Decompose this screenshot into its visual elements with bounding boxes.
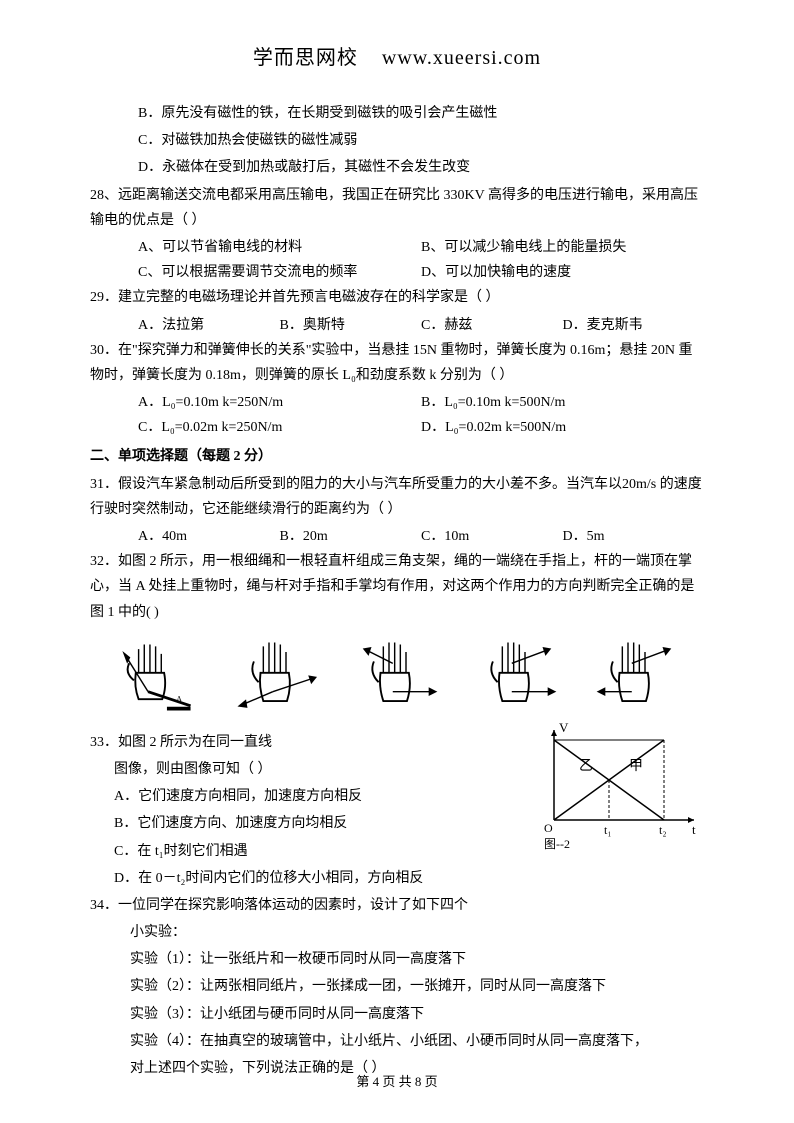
q34-exp4: 实验（4）：在抽真空的玻璃管中，让小纸片、小纸团、小硬币同时从同一高度落下， <box>90 1029 704 1054</box>
q33-option-b: B．它们速度方向、加速度方向均相反 <box>90 811 504 836</box>
q34-exp3: 实验（3）：让小纸团与硬币同时从同一高度落下 <box>90 1002 704 1027</box>
hand-diagrams: A <box>90 635 704 720</box>
svg-text:t₂: t₂ <box>659 823 667 837</box>
q27-option-b: B．原先没有磁性的铁，在长期受到磁铁的吸引会产生磁性 <box>90 101 704 126</box>
q34-stem: 34．一位同学在探究影响落体运动的因素时，设计了如下四个 <box>90 893 704 918</box>
page-header: 学而思网校 www.xueersi.com <box>90 40 704 76</box>
hand-diagram-5-icon <box>589 635 684 720</box>
q28-option-c: C、可以根据需要调节交流电的频率 <box>138 260 421 285</box>
school-name: 学而思网校 <box>253 47 358 69</box>
q28-option-d: D、可以加快输电的速度 <box>421 260 704 285</box>
q30-option-d: D．L₀=0.02m k=500N/m <box>421 415 704 440</box>
svg-text:乙: 乙 <box>579 758 593 774</box>
q30-options-row1: A．L₀=0.10m k=250N/m B．L₀=0.10m k=500N/m <box>90 390 704 415</box>
svg-text:A: A <box>176 694 182 703</box>
q33-option-c: C．在 t₁时刻它们相遇 <box>90 839 504 864</box>
q30-option-a: A．L₀=0.10m k=250N/m <box>138 390 421 415</box>
q27-option-c: C．对磁铁加热会使磁铁的磁性减弱 <box>90 128 704 153</box>
svg-text:t₁: t₁ <box>604 823 612 837</box>
q28-option-a: A、可以节省输电线的材料 <box>138 235 421 260</box>
svg-text:图--2: 图--2 <box>544 837 570 850</box>
hand-diagram-1-icon: A <box>110 635 205 720</box>
svg-text:t: t <box>692 822 696 837</box>
velocity-time-graph-icon: V t O t₁ t₂ 乙 甲 图--2 <box>524 720 704 850</box>
q34-part1: 小实验： <box>90 920 704 945</box>
q32-stem: 32．如图 2 所示，用一根细绳和一根轻直杆组成三角支架，绳的一端绕在手指上，杆… <box>90 549 704 625</box>
q29-options: A．法拉第 B．奥斯特 C．赫兹 D．麦克斯韦 <box>90 313 704 338</box>
hand-diagram-3-icon <box>350 635 445 720</box>
q30-options-row2: C．L₀=0.02m k=250N/m D．L₀=0.02m k=500N/m <box>90 415 704 440</box>
svg-text:V: V <box>559 720 569 735</box>
q29-option-a: A．法拉第 <box>138 313 280 338</box>
page-footer: 第 4 页 共 8 页 <box>0 1070 794 1093</box>
q29-stem: 29．建立完整的电磁场理论并首先预言电磁波存在的科学家是（ ） <box>90 285 704 310</box>
q31-options: A．40m B．20m C．10m D．5m <box>90 524 704 549</box>
q31-option-a: A．40m <box>138 524 280 549</box>
q29-option-b: B．奥斯特 <box>280 313 422 338</box>
svg-text:甲: 甲 <box>629 759 643 774</box>
q33-stem-1: 33．如图 2 所示为在同一直线 <box>90 730 504 755</box>
q31-option-c: C．10m <box>421 524 563 549</box>
q34-exp2: 实验（2）：让两张相同纸片，一张揉成一团，一张摊开，同时从同一高度落下 <box>90 974 704 999</box>
q33-stem-2: 图像，则由图像可知（ ） <box>90 757 504 782</box>
q28-option-b: B、可以减少输电线上的能量损失 <box>421 235 704 260</box>
school-url: www.xueersi.com <box>382 47 541 69</box>
q30-option-b: B．L₀=0.10m k=500N/m <box>421 390 704 415</box>
q27-option-d: D．永磁体在受到加热或敲打后，其磁性不会发生改变 <box>90 155 704 180</box>
page-number: 第 4 页 共 8 页 <box>356 1074 437 1089</box>
svg-text:O: O <box>544 821 553 835</box>
q29-option-d: D．麦克斯韦 <box>563 313 705 338</box>
q31-option-d: D．5m <box>563 524 705 549</box>
q33-option-d: D．在 0－t₂时间内它们的位移大小相同，方向相反 <box>90 866 504 891</box>
q28-stem: 28、远距离输送交流电都采用高压输电，我国正在研究比 330KV 高得多的电压进… <box>90 183 704 233</box>
q30-option-c: C．L₀=0.02m k=250N/m <box>138 415 421 440</box>
q31-stem: 31．假设汽车紧急制动后所受到的阻力的大小与汽车所受重力的大小差不多。当汽车以2… <box>90 472 704 522</box>
q33-option-a: A．它们速度方向相同，加速度方向相反 <box>90 784 504 809</box>
hand-diagram-2-icon <box>230 635 325 720</box>
hand-diagram-4-icon <box>469 635 564 720</box>
q28-options-row1: A、可以节省输电线的材料 B、可以减少输电线上的能量损失 <box>90 235 704 260</box>
q28-options-row2: C、可以根据需要调节交流电的频率 D、可以加快输电的速度 <box>90 260 704 285</box>
section2-title: 二、单项选择题（每题 2 分） <box>90 444 704 469</box>
q33-graph: V t O t₁ t₂ 乙 甲 图--2 <box>524 720 704 850</box>
q31-option-b: B．20m <box>280 524 422 549</box>
q29-option-c: C．赫兹 <box>421 313 563 338</box>
q30-stem: 30．在"探究弹力和弹簧伸长的关系"实验中，当悬挂 15N 重物时，弹簧长度为 … <box>90 338 704 388</box>
q34-exp1: 实验（1）：让一张纸片和一枚硬币同时从同一高度落下 <box>90 947 704 972</box>
q33-container: 33．如图 2 所示为在同一直线 图像，则由图像可知（ ） A．它们速度方向相同… <box>90 730 704 891</box>
